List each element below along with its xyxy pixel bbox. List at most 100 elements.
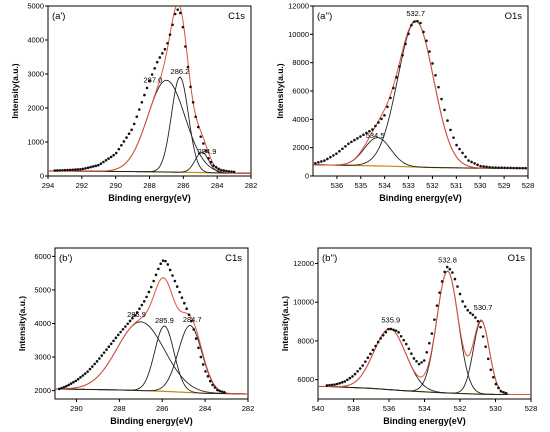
data-point	[387, 327, 390, 331]
data-point	[413, 20, 416, 23]
data-point	[145, 295, 148, 299]
data-point	[143, 93, 146, 97]
data-point	[145, 86, 149, 90]
data-point	[428, 50, 431, 53]
data-point	[211, 383, 214, 387]
data-point	[371, 348, 375, 352]
x-tick-label: 528	[522, 181, 535, 190]
x-axis-label: Binding energy(eV)	[108, 193, 191, 203]
data-point	[138, 108, 141, 111]
data-point	[153, 67, 156, 70]
data-point	[201, 363, 205, 366]
peak-label: 285.9	[155, 316, 174, 325]
data-point	[453, 277, 457, 281]
data-point	[476, 163, 479, 167]
y-tick-label: 12000	[293, 259, 314, 268]
data-point	[232, 170, 236, 174]
data-point	[135, 115, 139, 119]
y-axis-label: Intensity(a.u.)	[10, 63, 20, 118]
data-point	[173, 12, 177, 16]
y-tick-label: 6000	[292, 87, 309, 96]
plot-frame	[54, 247, 249, 400]
y-tick-label: 0	[40, 172, 44, 181]
data-point	[60, 386, 63, 390]
data-point	[394, 329, 398, 332]
y-tick-label: 2000	[292, 143, 309, 152]
panel-3: 290 288 286 284 282 2000 3000 4000 5000 6000 Bindi…	[17, 247, 255, 426]
data-point	[216, 388, 219, 392]
data-point	[69, 382, 73, 385]
data-point	[502, 390, 505, 394]
data-point	[57, 387, 61, 391]
panel-title: C1s	[225, 253, 242, 264]
data-point	[504, 391, 508, 395]
data-point	[399, 334, 403, 338]
y-tick-label: 8000	[292, 58, 309, 67]
data-point	[95, 360, 99, 363]
peak-label: 532.7	[406, 9, 425, 18]
data-point	[494, 166, 497, 169]
y-tick-label: 2000	[27, 104, 44, 113]
y-tick-label: 10000	[293, 298, 314, 307]
data-point	[178, 290, 181, 294]
x-axis-label: Binding energy(eV)	[383, 416, 466, 426]
data-point	[500, 166, 503, 170]
data-point	[471, 313, 475, 317]
data-point	[97, 163, 100, 167]
data-point	[497, 166, 500, 169]
data-point	[100, 354, 104, 357]
data-point	[196, 125, 200, 129]
data-point	[208, 379, 212, 383]
data-point	[65, 384, 68, 388]
data-point	[353, 372, 357, 376]
data-point	[425, 39, 428, 43]
data-point	[116, 333, 120, 337]
x-tick-label: 529	[498, 181, 511, 190]
data-point	[199, 135, 203, 138]
data-point	[335, 152, 338, 155]
y-axis-label: Intensity(a.u.)	[280, 296, 290, 351]
data-point	[361, 364, 365, 367]
data-point	[168, 268, 172, 272]
data-point	[107, 345, 111, 349]
data-point	[371, 128, 374, 131]
data-point	[485, 165, 488, 169]
data-point	[227, 170, 231, 173]
data-point	[350, 140, 353, 144]
data-point	[330, 383, 334, 387]
x-tick-label: 294	[42, 181, 55, 190]
data-point	[338, 149, 341, 153]
data-point	[402, 338, 406, 342]
data-point	[126, 322, 129, 326]
data-point	[343, 380, 347, 383]
data-point	[102, 351, 106, 354]
data-point	[381, 333, 385, 337]
data-point	[171, 23, 174, 27]
y-axis-label: Intensity(a.u.)	[17, 296, 27, 351]
data-point	[102, 160, 105, 164]
x-tick-label: 282	[242, 404, 255, 413]
data-point	[468, 311, 472, 315]
data-point	[212, 164, 215, 167]
data-point	[138, 307, 141, 311]
data-point	[341, 147, 344, 151]
data-point	[197, 346, 200, 350]
data-point	[430, 332, 434, 335]
data-point	[163, 47, 167, 51]
data-point	[191, 100, 195, 104]
data-point	[494, 382, 498, 386]
data-point	[89, 165, 92, 169]
data-point	[347, 142, 350, 146]
data-point	[449, 128, 452, 132]
fit-peak-284.7	[55, 325, 248, 395]
y-tick-label: 3000	[34, 353, 51, 362]
data-point	[410, 23, 413, 27]
peak-label: 286.2	[171, 67, 190, 76]
data-point	[150, 73, 154, 76]
x-tick-label: 540	[312, 404, 325, 413]
data-point	[466, 308, 470, 312]
data-point	[183, 301, 186, 305]
data-point	[476, 319, 480, 323]
data-point	[461, 151, 464, 155]
